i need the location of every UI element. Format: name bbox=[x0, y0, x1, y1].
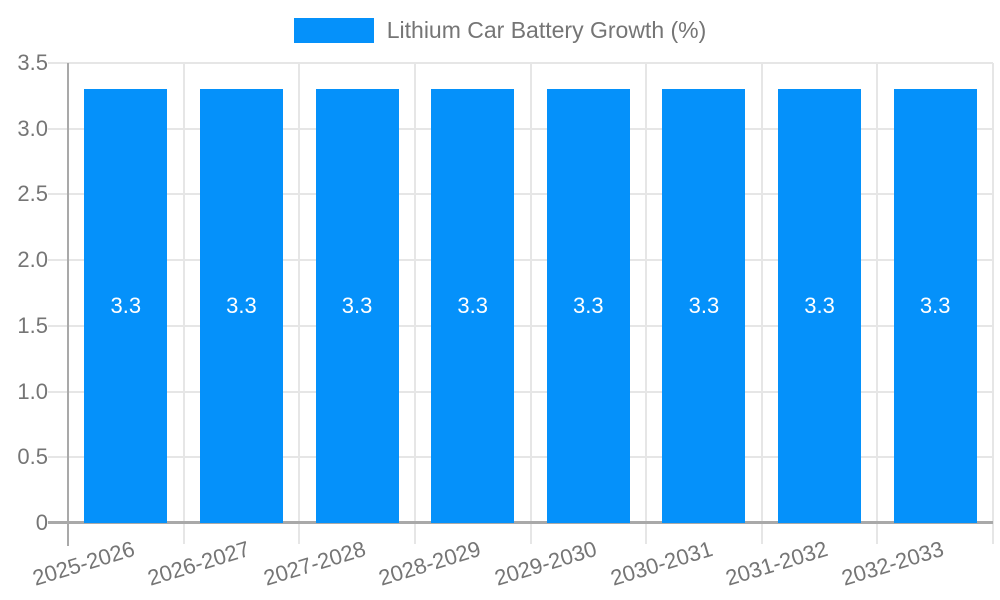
bar-value-label: 3.3 bbox=[457, 293, 488, 319]
bar-value-label: 3.3 bbox=[573, 293, 604, 319]
x-tick-label: 2027-2028 bbox=[260, 536, 369, 591]
x-gridline bbox=[529, 63, 532, 523]
y-tick-label: 3.5 bbox=[17, 50, 48, 75]
bar[interactable] bbox=[778, 89, 862, 523]
y-tick-label: 1.5 bbox=[17, 312, 48, 338]
x-tick-label: 2026-2027 bbox=[144, 536, 253, 591]
y-tick-label: 0.5 bbox=[17, 444, 48, 470]
bar-value-label: 3.3 bbox=[110, 293, 142, 319]
y-tick bbox=[48, 456, 68, 459]
y-tick bbox=[48, 193, 68, 196]
y-axis-line bbox=[67, 63, 69, 546]
x-gridline bbox=[760, 63, 763, 523]
y-tick bbox=[48, 259, 68, 262]
x-tick bbox=[992, 523, 994, 544]
x-gridline bbox=[992, 63, 994, 523]
y-tick-label: 0 bbox=[35, 510, 48, 535]
y-tick bbox=[48, 62, 68, 64]
chart-legend[interactable]: Lithium Car Battery Growth (%) bbox=[0, 18, 1000, 43]
x-gridline bbox=[182, 63, 185, 523]
bar-value-label: 3.3 bbox=[226, 293, 257, 319]
y-tick-label: 3.0 bbox=[17, 115, 48, 141]
bar[interactable] bbox=[431, 89, 515, 523]
y-tick bbox=[48, 127, 68, 130]
x-tick bbox=[760, 523, 763, 544]
y-tick bbox=[48, 324, 68, 327]
x-tick bbox=[298, 523, 301, 544]
x-gridline bbox=[876, 63, 879, 523]
bar[interactable] bbox=[546, 89, 630, 523]
bar-value-label: 3.3 bbox=[919, 293, 951, 319]
bar[interactable] bbox=[199, 89, 283, 523]
x-tick-label: 2030-2031 bbox=[607, 536, 716, 591]
x-tick bbox=[876, 523, 879, 544]
x-axis-line bbox=[48, 521, 993, 524]
x-gridline bbox=[413, 63, 416, 523]
x-tick-label: 2029-2030 bbox=[491, 536, 600, 591]
x-tick bbox=[413, 523, 416, 544]
x-tick-label: 2028-2029 bbox=[376, 536, 484, 591]
x-gridline bbox=[298, 63, 301, 523]
y-tick-label: 2.5 bbox=[17, 181, 48, 207]
bar[interactable] bbox=[662, 89, 746, 523]
bar[interactable] bbox=[84, 89, 168, 523]
x-tick bbox=[529, 523, 532, 544]
y-tick-label: 2.0 bbox=[17, 247, 48, 273]
x-gridline bbox=[645, 63, 648, 523]
bar-value-label: 3.3 bbox=[804, 293, 835, 319]
x-tick bbox=[645, 523, 648, 544]
x-tick-label: 2031-2032 bbox=[722, 536, 831, 591]
bar[interactable] bbox=[893, 89, 977, 523]
bar-value-label: 3.3 bbox=[341, 293, 373, 319]
legend-label: Lithium Car Battery Growth (%) bbox=[386, 17, 707, 43]
legend-swatch bbox=[293, 18, 374, 43]
y-tick bbox=[48, 390, 68, 393]
x-tick-label: 2032-2033 bbox=[838, 536, 947, 591]
bar-value-label: 3.3 bbox=[688, 293, 720, 319]
x-tick bbox=[182, 523, 185, 544]
bar[interactable] bbox=[315, 89, 399, 523]
x-tick-label: 2025-2026 bbox=[29, 536, 138, 591]
y-tick-label: 1.0 bbox=[17, 378, 48, 404]
